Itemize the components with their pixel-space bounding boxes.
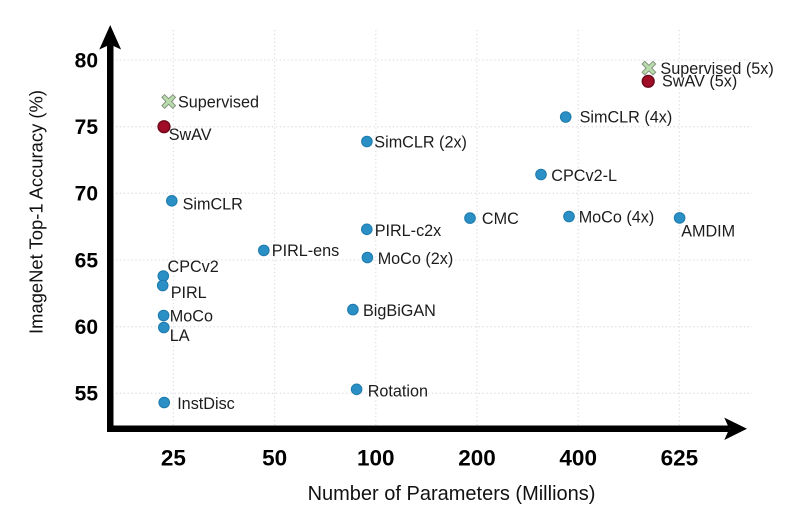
svg-text:25: 25	[161, 446, 186, 471]
svg-text:60: 60	[75, 316, 98, 339]
svg-text:CPCv2: CPCv2	[168, 258, 219, 276]
svg-text:70: 70	[75, 183, 98, 206]
svg-text:LA: LA	[170, 327, 190, 345]
svg-text:CMC: CMC	[482, 210, 519, 228]
svg-text:SimCLR (2x): SimCLR (2x)	[374, 134, 467, 152]
svg-text:Number of Parameters (Millions: Number of Parameters (Millions)	[308, 483, 596, 505]
svg-text:PIRL-ens: PIRL-ens	[272, 242, 339, 260]
svg-text:100: 100	[357, 446, 395, 471]
svg-text:Supervised (5x): Supervised (5x)	[660, 60, 773, 78]
svg-text:MoCo: MoCo	[170, 307, 213, 325]
svg-text:MoCo (2x): MoCo (2x)	[378, 250, 454, 268]
svg-text:200: 200	[458, 446, 496, 471]
svg-text:SwAV (5x): SwAV (5x)	[662, 72, 737, 90]
svg-text:SwAV: SwAV	[169, 126, 212, 144]
svg-text:PIRL: PIRL	[171, 284, 207, 302]
svg-text:400: 400	[559, 446, 597, 471]
svg-text:MoCo (4x): MoCo (4x)	[579, 208, 655, 226]
svg-text:CPCv2-L: CPCv2-L	[551, 167, 617, 185]
svg-text:80: 80	[75, 49, 98, 72]
svg-text:SimCLR (4x): SimCLR (4x)	[580, 109, 673, 127]
svg-text:SimCLR: SimCLR	[183, 195, 243, 213]
svg-text:Supervised: Supervised	[178, 93, 259, 111]
svg-text:65: 65	[75, 249, 99, 272]
svg-text:InstDisc: InstDisc	[177, 395, 235, 413]
svg-text:PIRL-c2x: PIRL-c2x	[375, 222, 442, 240]
svg-text:Rotation: Rotation	[368, 382, 428, 400]
svg-text:625: 625	[661, 446, 699, 471]
svg-text:50: 50	[262, 446, 287, 471]
svg-text:ImageNet Top-1 Accuracy (%): ImageNet Top-1 Accuracy (%)	[26, 90, 47, 334]
svg-text:BigBiGAN: BigBiGAN	[363, 302, 436, 320]
svg-text:AMDIM: AMDIM	[681, 222, 735, 240]
svg-text:75: 75	[75, 116, 99, 139]
svg-text:55: 55	[75, 383, 99, 406]
